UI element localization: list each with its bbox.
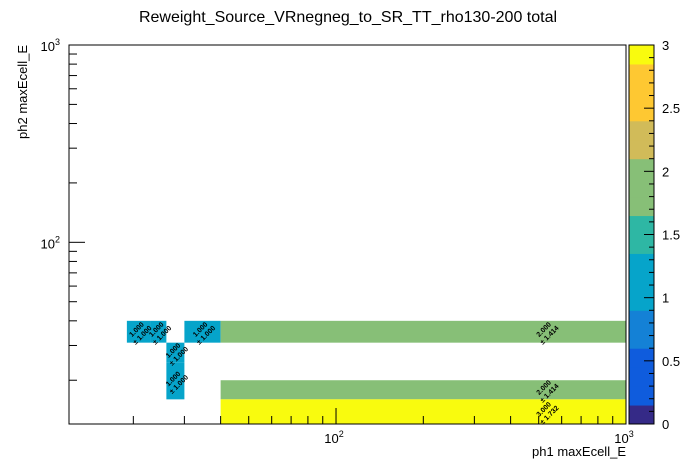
color-scale-band (629, 101, 654, 122)
color-scale-band (629, 253, 654, 273)
color-scale-tick-label: 0 (662, 417, 669, 432)
color-scale-band (629, 310, 654, 330)
plot-frame (68, 44, 627, 425)
color-scale-bar (628, 44, 655, 425)
color-scale-band (629, 367, 654, 387)
color-scale-band (629, 120, 654, 141)
color-scale-tick-label: 2 (662, 164, 669, 179)
heatmap-cell (166, 362, 185, 400)
color-scale-tick-label: 0.5 (662, 354, 680, 369)
x-axis-title: ph1 maxEcell_E (532, 444, 626, 459)
color-scale-band (629, 215, 654, 235)
color-scale-tick-label: 3 (662, 38, 669, 53)
color-scale-band (629, 386, 654, 406)
color-scale-band (629, 63, 654, 84)
color-scale-band (629, 405, 654, 425)
color-scale-band (629, 272, 654, 292)
heatmap-cell (126, 320, 151, 343)
heatmap-cell (220, 320, 627, 343)
y-axis-ticks (69, 44, 85, 381)
color-scale-band (629, 158, 654, 179)
heatmap-cell (150, 320, 167, 343)
chart-title: Reweight_Source_VRnegneg_to_SR_TT_rho130… (139, 9, 557, 26)
color-scale-tick-label: 1 (662, 291, 669, 306)
y-tick-label: 102 (41, 234, 60, 251)
color-scale-tick-label: 2.5 (662, 101, 680, 116)
y-axis-title: ph2 maxEcell_E (15, 45, 30, 139)
x-tick-label: 102 (324, 429, 343, 446)
color-scale-tick-label: 1.5 (662, 228, 680, 243)
x-tick-label: 103 (614, 429, 633, 446)
color-scale-band (629, 291, 654, 311)
color-scale-band (629, 139, 654, 160)
color-scale-band (629, 196, 654, 217)
x-axis-ticks (132, 408, 627, 424)
color-scale-band (629, 234, 654, 254)
color-scale-band (629, 348, 654, 368)
y-tick-label: 103 (41, 37, 60, 54)
color-scale-band (629, 45, 654, 65)
color-scale-band (629, 82, 654, 103)
color-scale-tick-labels: 0 0.5 1 1.5 2 2.5 3 (662, 38, 680, 432)
y-axis-tick-labels: 102 103 (41, 37, 60, 251)
x-axis-tick-labels: 102 103 (324, 429, 633, 446)
heatmap-cell (220, 380, 627, 400)
color-scale-band (629, 177, 654, 198)
color-scale-band (629, 329, 654, 349)
heatmap-cell (166, 342, 185, 363)
heatmap-cell (184, 320, 221, 343)
